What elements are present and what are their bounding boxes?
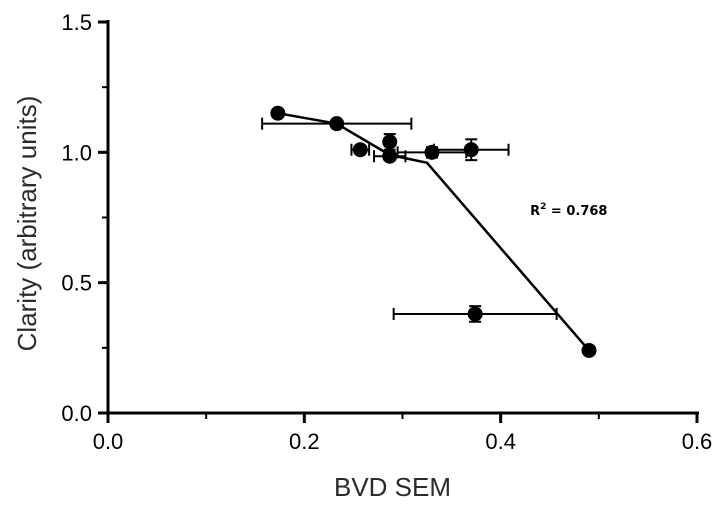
data-point [382, 134, 398, 150]
data-point [382, 148, 398, 164]
data-point [467, 306, 483, 322]
data-point [352, 142, 368, 158]
x-tick-label: 0.2 [289, 429, 320, 454]
data-points [270, 105, 597, 358]
y-tick-label: 0.0 [61, 401, 92, 426]
x-tick-label: 0.4 [485, 429, 516, 454]
y-tick-label: 0.5 [61, 271, 92, 296]
x-tick-label: 0.6 [682, 429, 713, 454]
tick-labels: 0.0 0.2 0.4 0.6 0.0 0.5 1.0 1.5 [61, 10, 712, 454]
data-point [581, 342, 597, 358]
axes [98, 20, 699, 423]
annotation-superscript: 2 [540, 202, 546, 212]
r-squared-annotation: R2 = 0.768 [530, 202, 607, 219]
y-tick-label: 1.5 [61, 10, 92, 35]
y-tick-label: 1.0 [61, 140, 92, 165]
y-axis-title: Clarity (arbitrary units) [12, 96, 42, 352]
data-point [424, 144, 440, 160]
annotation-value: = 0.768 [546, 204, 607, 219]
x-tick-label: 0.0 [93, 429, 124, 454]
data-point [329, 116, 345, 132]
data-point [463, 142, 479, 158]
x-axis-title: BVD SEM [334, 472, 451, 502]
annotation-r: R [530, 204, 540, 219]
data-point [270, 105, 286, 121]
